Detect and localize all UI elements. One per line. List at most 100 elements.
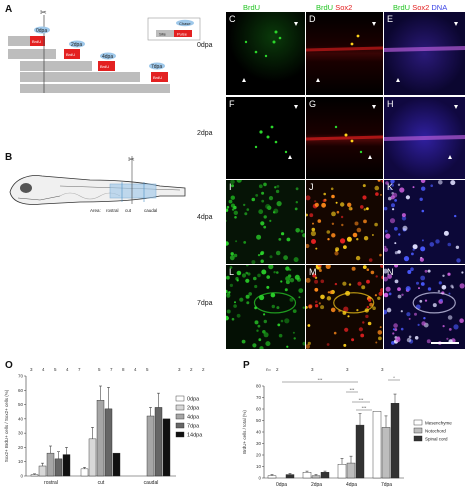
cell-dot	[256, 234, 262, 240]
row-label-4dpa: 4dpa	[197, 214, 213, 221]
legend-swatch	[175, 431, 185, 438]
legend-label: Mesenchyme	[425, 421, 452, 426]
bubble-4dpa	[100, 52, 116, 60]
bubble-2dpa	[69, 40, 85, 48]
timeline-bar	[20, 61, 92, 71]
cell-cluster	[226, 180, 305, 264]
cell-dot	[397, 287, 401, 291]
micrograph-letter: J	[309, 182, 314, 192]
cell-dot	[420, 282, 425, 286]
cell-dot	[430, 184, 433, 187]
timeline-bar	[20, 84, 170, 93]
cell-dot	[228, 291, 231, 294]
larva-eye	[20, 183, 32, 193]
cell-dot	[418, 287, 420, 290]
cell-dot	[384, 292, 389, 298]
cell-dot	[320, 279, 325, 284]
bar-mesenchyme-7dpa	[372, 411, 382, 479]
n-value: 3	[311, 367, 314, 372]
header-sox2-col2: Sox2	[335, 3, 353, 12]
cell-dot	[377, 296, 381, 300]
cell-dot	[266, 285, 270, 289]
cell-dot	[432, 303, 437, 308]
cell-dot	[236, 270, 242, 276]
cell-dot	[420, 275, 426, 281]
cell-dot	[450, 180, 456, 186]
brdu-text-0: BrdU	[32, 39, 41, 44]
cell-dot	[306, 344, 310, 349]
y-tick-label: 30	[18, 431, 24, 436]
cell-dot	[294, 207, 298, 211]
micrograph-l: L	[226, 265, 305, 349]
cell-dot	[408, 317, 411, 320]
cell-dot	[412, 248, 415, 251]
cell-dot	[263, 225, 267, 229]
cell-dot	[384, 268, 388, 274]
cell-dot	[226, 315, 229, 321]
cell-dot	[390, 180, 395, 184]
cell-dot	[265, 204, 271, 209]
cell-dot	[405, 286, 411, 292]
cell-dot	[333, 331, 337, 335]
cell-dot	[241, 339, 246, 344]
cell-dot	[263, 182, 267, 187]
header-dna-col3: DNA	[431, 3, 448, 12]
micrograph-m: M	[306, 265, 383, 349]
cell-dot	[314, 279, 319, 284]
micrograph-letter: H	[387, 99, 394, 109]
cell-dot	[393, 323, 398, 328]
cell-dot	[251, 197, 256, 202]
cell-dot	[317, 219, 322, 223]
cell-dot	[314, 200, 317, 203]
cell-dot	[384, 247, 389, 252]
micrograph-letter: F	[229, 99, 235, 109]
cell-dot	[340, 238, 346, 244]
cell-dot	[377, 330, 383, 335]
cell-dot	[424, 299, 428, 302]
cell-dot	[414, 336, 419, 340]
cell-dot	[295, 228, 300, 233]
cell-dot	[226, 219, 227, 222]
cell-dot	[243, 203, 246, 207]
cell-dot	[461, 271, 464, 274]
micrograph-letter: N	[387, 267, 394, 277]
micrograph-n: N	[384, 265, 465, 349]
cell-dot	[246, 265, 249, 267]
cell-dot	[344, 327, 349, 332]
cell-dot	[307, 324, 311, 327]
cell-dot	[302, 233, 305, 238]
legend-label: 0dpa	[187, 397, 200, 403]
cell-dot	[375, 341, 378, 344]
cell-dot	[346, 236, 352, 242]
scissors-icon: ✂	[128, 155, 135, 164]
cell-dot	[367, 321, 372, 326]
cell-dot	[341, 223, 344, 227]
cell-dot	[347, 315, 350, 318]
bar-7dpa-rostral	[54, 458, 63, 477]
cell-dot	[273, 208, 279, 214]
cell-dot	[228, 199, 233, 204]
micrograph-letter: D	[309, 14, 316, 24]
cell-dot	[369, 302, 373, 307]
cell-dot	[427, 269, 431, 273]
cell-dot	[309, 213, 314, 218]
cell-dot	[459, 283, 465, 289]
cell-dot	[335, 201, 338, 204]
cell-dot	[320, 294, 325, 300]
cell-dot	[226, 289, 228, 293]
x-tick-label: caudal	[144, 480, 159, 486]
cell-dot	[294, 274, 300, 280]
cell-dot	[406, 337, 412, 343]
legend-swatch	[175, 404, 185, 411]
cell-dot	[263, 215, 267, 219]
cell-dot	[423, 317, 426, 320]
cell-dot	[226, 205, 230, 209]
cell-dot	[336, 210, 340, 214]
cell-dot	[405, 195, 410, 200]
cell-dot	[394, 251, 398, 255]
y-tick-label: 30	[256, 441, 262, 446]
cell-dot	[258, 184, 263, 189]
cell-dot	[459, 318, 464, 323]
cell-dot	[276, 185, 280, 188]
micrograph-e: E	[384, 12, 465, 95]
